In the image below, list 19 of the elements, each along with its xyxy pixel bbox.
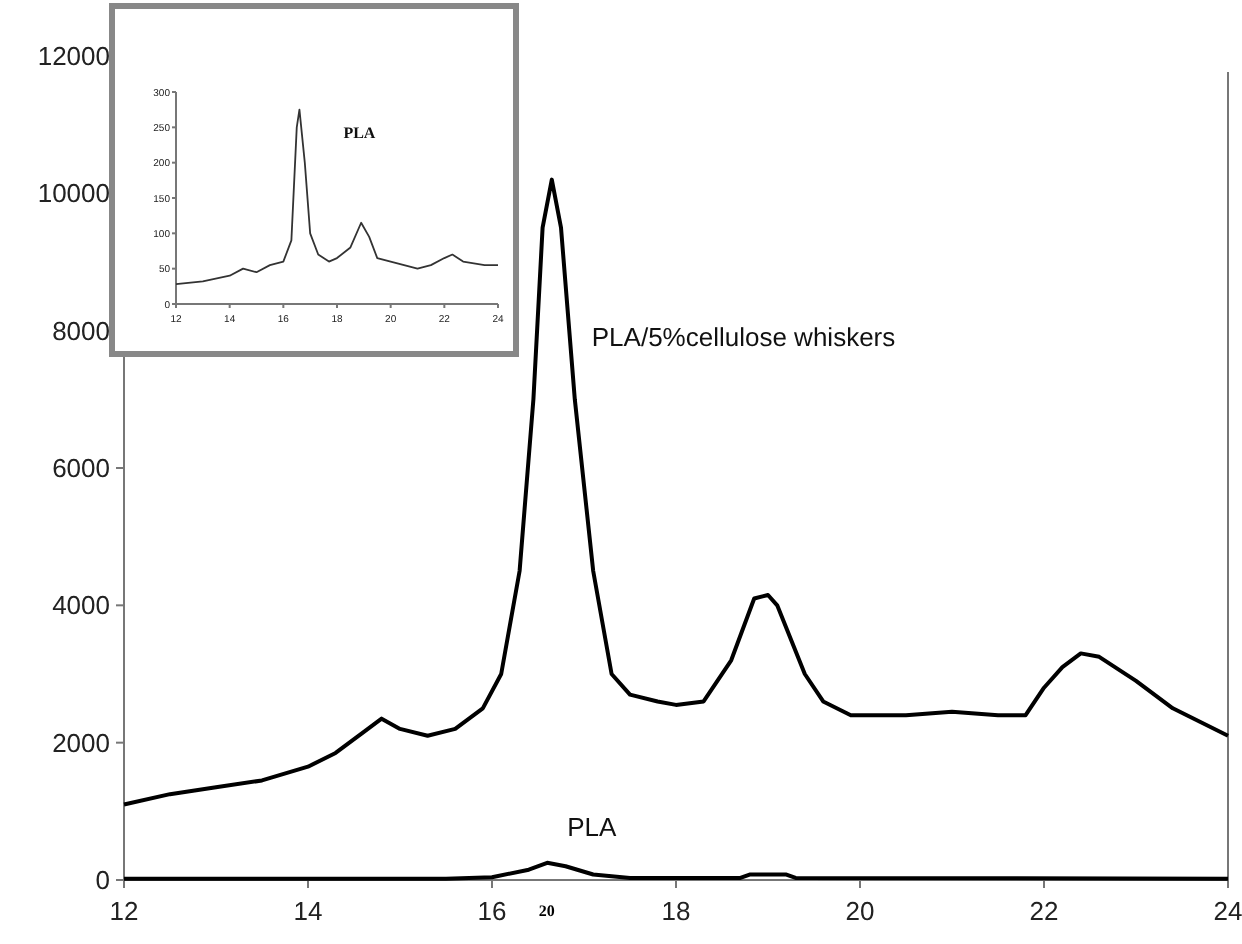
y-tick-label: 0	[95, 865, 110, 896]
series-label: PLA	[567, 812, 617, 842]
x-tick-label: 16	[477, 896, 507, 926]
x-tick-label: 12	[109, 896, 139, 926]
line-series	[122, 177, 1230, 807]
x-tick-label: 18	[661, 896, 691, 926]
text: PLA	[343, 123, 376, 142]
y-tick-label: 10000	[37, 178, 110, 209]
line-series	[175, 108, 499, 286]
y-tick-label: 12000	[37, 41, 110, 72]
x-tick-label: 24	[1213, 896, 1242, 926]
x-tick-label: 14	[293, 896, 323, 926]
y-tick-label: 8000	[52, 315, 110, 346]
series-label: PLA/5%cellulose whiskers	[591, 321, 897, 352]
x-tick-label: 22	[1029, 896, 1059, 926]
y-tick-label: 6000	[52, 453, 110, 484]
y-tick-label: 2000	[52, 727, 110, 758]
x-tick-label: 20	[845, 896, 875, 926]
y-tick-label: 4000	[52, 590, 110, 621]
